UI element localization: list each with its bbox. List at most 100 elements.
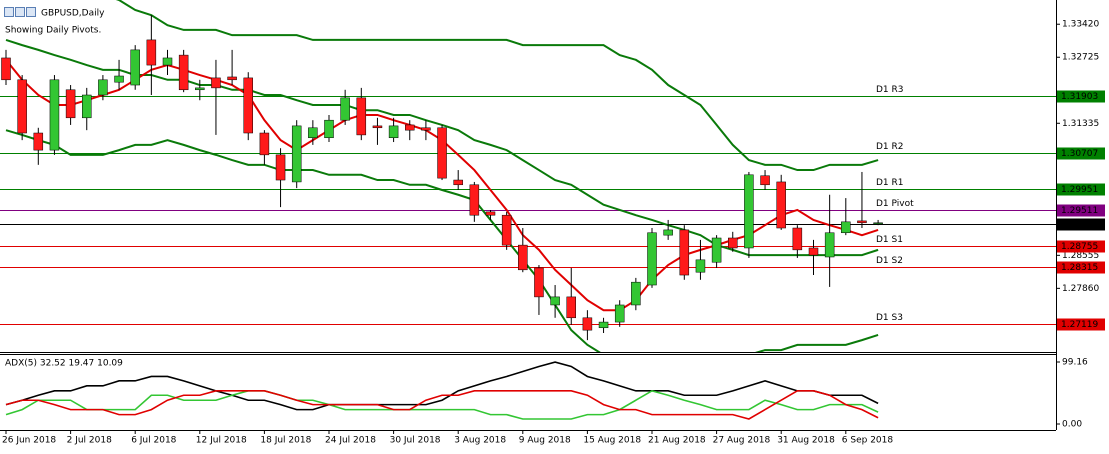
price-box <box>1057 218 1105 231</box>
candle-body <box>324 119 334 139</box>
y-tick-label: 1.28555 <box>1062 251 1099 261</box>
x-tick-label: 3 Aug 2018 <box>454 436 506 446</box>
candle-body <box>195 87 205 91</box>
candle-body <box>776 181 786 229</box>
x-tick-label: 27 Aug 2018 <box>713 436 771 446</box>
candle-body <box>388 125 399 139</box>
pivot-name: D1 R3 <box>876 85 904 95</box>
price-box <box>1057 318 1105 331</box>
candle-body <box>178 54 189 91</box>
candle-body <box>841 221 851 234</box>
candle-body <box>356 97 367 136</box>
pivot-name: D1 S3 <box>876 313 903 323</box>
chart-subtitle: Showing Daily Pivots. <box>5 26 101 36</box>
indicator-line <box>115 0 879 172</box>
x-tick-label: 21 Aug 2018 <box>648 436 706 446</box>
candle-body <box>598 321 609 329</box>
candle-body <box>227 76 237 81</box>
y-tick-label: 1.32725 <box>1062 53 1099 63</box>
x-tick-label: 18 Jul 2018 <box>260 436 311 446</box>
price-box <box>1057 90 1105 103</box>
candle-body <box>437 127 447 179</box>
y-tick-label: 1.33420 <box>1062 20 1099 30</box>
candle-body <box>130 49 140 86</box>
candle-body <box>518 244 528 271</box>
candle-body <box>372 125 383 129</box>
y-tick-label: 0.00 <box>1062 420 1082 430</box>
candle-body <box>405 124 415 131</box>
candle-body <box>873 222 883 225</box>
price-box-label: 1.29511 <box>1061 206 1098 216</box>
candle-body <box>259 132 270 156</box>
candle-body <box>711 237 722 263</box>
x-tick-label: 26 Jun 2018 <box>2 436 56 446</box>
candle-body <box>33 132 44 151</box>
candle-body <box>17 79 27 134</box>
candle-body <box>308 127 318 139</box>
price-box <box>1057 147 1105 160</box>
chart-title: GBPUSD,Daily <box>41 9 105 19</box>
icon <box>4 7 14 17</box>
candle-body <box>340 97 350 121</box>
pivot-name: D1 S2 <box>876 256 903 266</box>
price-box <box>1057 183 1105 196</box>
price-box-label: 1.28755 <box>1061 242 1098 252</box>
price-box-label: 1.29951 <box>1061 185 1098 195</box>
adx-line <box>5 390 879 420</box>
pivot-name: D1 R1 <box>876 178 904 188</box>
candle-body <box>501 214 512 246</box>
price-box-label: 1.29210 <box>1061 220 1098 230</box>
icon <box>15 7 25 17</box>
candle-body <box>162 57 173 66</box>
x-tick-label: 15 Aug 2018 <box>583 436 641 446</box>
price-box <box>1057 261 1105 274</box>
candle-body <box>566 296 576 319</box>
axes <box>0 0 1057 431</box>
y-tick-label: 99.16 <box>1062 358 1088 368</box>
indicator-title: ADX(5) 32.52 19.47 10.09 <box>5 359 123 369</box>
x-tick-label: 31 Aug 2018 <box>777 436 835 446</box>
candle-body <box>453 179 463 186</box>
price-box <box>1057 240 1105 253</box>
candle-body <box>291 125 302 183</box>
y-tick-label: 1.31335 <box>1062 119 1099 129</box>
candle-body <box>744 174 754 249</box>
candle-body <box>211 77 221 89</box>
candle-body <box>469 184 480 216</box>
price-box-label: 1.31903 <box>1061 92 1098 102</box>
candle-body <box>728 237 738 249</box>
price-box <box>1057 204 1105 217</box>
candle-body <box>663 229 673 236</box>
candle-body <box>534 267 544 298</box>
x-tick-label: 6 Jul 2018 <box>131 436 176 446</box>
x-tick-label: 30 Jul 2018 <box>390 436 441 446</box>
candle-body <box>808 247 819 256</box>
x-tick-label: 24 Jul 2018 <box>325 436 376 446</box>
candle-body <box>679 229 690 276</box>
candle-body <box>550 296 560 306</box>
price-box-label: 1.27119 <box>1061 320 1098 330</box>
candle-body <box>614 304 625 323</box>
symbol-icon <box>4 7 36 17</box>
candle-body <box>65 89 76 119</box>
candle-body <box>146 39 157 66</box>
x-tick-label: 12 Jul 2018 <box>196 436 247 446</box>
price-panel <box>1 0 883 352</box>
candle-body <box>421 127 431 131</box>
candle-body <box>695 259 706 273</box>
candle-body <box>49 79 60 151</box>
candle-body <box>582 317 593 331</box>
candle-body <box>114 75 124 83</box>
price-box-label: 1.28315 <box>1061 263 1098 273</box>
candle-body <box>631 281 641 306</box>
pivot-name: D1 Pivot <box>876 199 914 209</box>
candle-body <box>275 154 286 181</box>
candle-body <box>760 175 770 186</box>
price-box-label: 1.30707 <box>1061 149 1098 159</box>
indicator-line <box>5 129 879 352</box>
candle-body <box>1 57 11 81</box>
x-tick-label: 9 Aug 2018 <box>519 436 571 446</box>
pivot-name: D1 S1 <box>876 235 903 245</box>
